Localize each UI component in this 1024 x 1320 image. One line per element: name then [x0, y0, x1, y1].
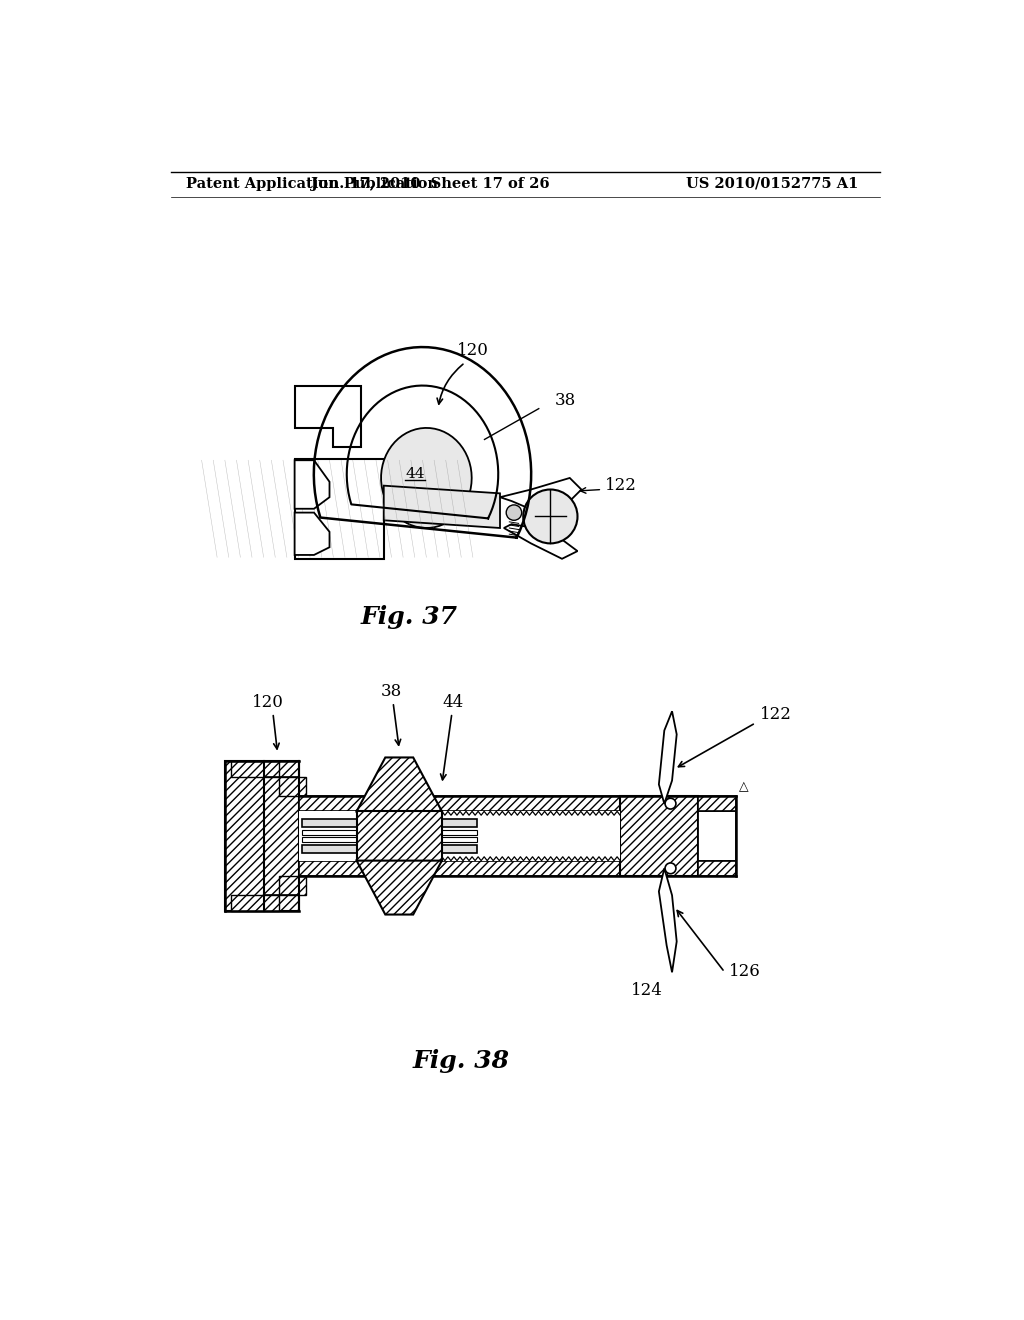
Polygon shape — [302, 845, 477, 853]
Polygon shape — [697, 812, 736, 861]
Polygon shape — [280, 876, 306, 895]
Polygon shape — [658, 711, 677, 804]
Text: 122: 122 — [604, 477, 637, 494]
Text: 120: 120 — [457, 342, 488, 359]
Polygon shape — [299, 861, 621, 876]
Polygon shape — [621, 796, 697, 876]
Polygon shape — [295, 385, 360, 447]
Polygon shape — [697, 861, 736, 876]
Polygon shape — [231, 895, 280, 911]
Polygon shape — [280, 776, 306, 796]
Polygon shape — [225, 762, 299, 911]
Text: 126: 126 — [729, 964, 761, 981]
Polygon shape — [299, 812, 621, 861]
Polygon shape — [356, 861, 442, 915]
Text: Patent Application Publication: Patent Application Publication — [186, 177, 438, 191]
Polygon shape — [295, 459, 384, 558]
Text: 38: 38 — [381, 682, 402, 700]
Polygon shape — [299, 796, 621, 812]
Polygon shape — [231, 762, 280, 776]
Text: Fig. 38: Fig. 38 — [413, 1049, 510, 1073]
Polygon shape — [356, 758, 442, 812]
Text: Fig. 37: Fig. 37 — [360, 605, 458, 628]
Text: 120: 120 — [252, 694, 284, 711]
Polygon shape — [658, 869, 677, 973]
Circle shape — [506, 506, 521, 520]
Polygon shape — [504, 524, 578, 558]
Circle shape — [665, 799, 676, 809]
Polygon shape — [302, 830, 477, 836]
Polygon shape — [302, 818, 477, 826]
Polygon shape — [697, 796, 736, 812]
Circle shape — [523, 490, 578, 544]
Text: US 2010/0152775 A1: US 2010/0152775 A1 — [686, 177, 858, 191]
Polygon shape — [295, 512, 330, 554]
Circle shape — [665, 863, 676, 874]
Text: 38: 38 — [554, 392, 575, 409]
Text: Jun. 17, 2010  Sheet 17 of 26: Jun. 17, 2010 Sheet 17 of 26 — [311, 177, 550, 191]
Polygon shape — [500, 478, 582, 512]
Text: △: △ — [739, 780, 749, 793]
Text: 44: 44 — [406, 467, 425, 480]
Polygon shape — [313, 347, 531, 552]
Text: 122: 122 — [760, 706, 792, 723]
Polygon shape — [381, 428, 472, 528]
Text: 44: 44 — [442, 694, 464, 711]
Polygon shape — [356, 812, 442, 861]
Polygon shape — [295, 461, 330, 508]
Polygon shape — [302, 837, 477, 842]
Polygon shape — [384, 486, 500, 528]
Text: 124: 124 — [632, 982, 664, 999]
